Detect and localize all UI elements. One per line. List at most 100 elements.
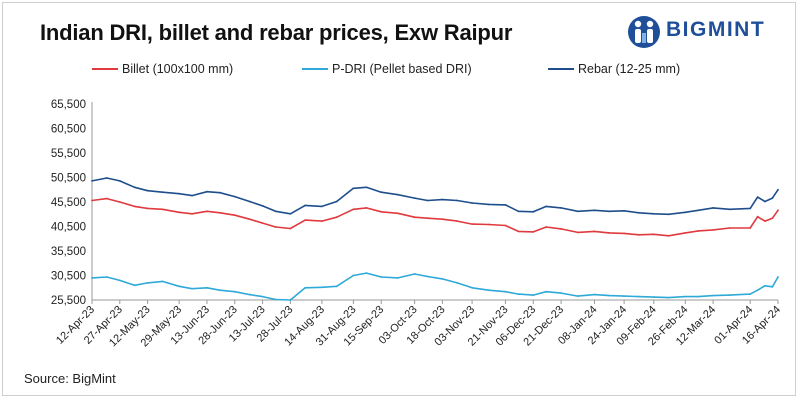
series-point-2 <box>576 210 579 213</box>
series-point-0 <box>504 224 507 227</box>
series-point-2 <box>487 203 490 206</box>
series-point-0 <box>560 228 562 230</box>
y-tick-label: 50,500 <box>51 173 86 185</box>
series-point-1 <box>178 285 181 288</box>
series-point-2 <box>623 209 625 212</box>
series-point-1 <box>321 286 323 289</box>
series-point-1 <box>697 295 700 298</box>
series-point-0 <box>608 232 611 234</box>
series-point-0 <box>712 229 714 231</box>
series-point-0 <box>274 226 277 228</box>
series-point-1 <box>623 295 625 297</box>
series-point-0 <box>771 217 774 220</box>
series-point-2 <box>771 197 774 200</box>
series-point-2 <box>728 208 731 211</box>
series-point-1 <box>576 295 579 297</box>
series-point-1 <box>532 294 535 296</box>
legend-swatch-rebar <box>548 68 574 70</box>
series-point-1 <box>517 293 520 295</box>
legend-item-billet: Billet (100x100 mm) <box>92 62 233 76</box>
series-point-1 <box>487 289 490 292</box>
series-point-2 <box>652 212 655 215</box>
series-point-1 <box>380 276 383 278</box>
series-point-2 <box>105 177 108 179</box>
series-point-1 <box>352 274 355 277</box>
series-point-1 <box>608 294 611 297</box>
series-point-0 <box>728 227 731 229</box>
series-point-1 <box>593 293 596 296</box>
series-point-2 <box>413 197 416 200</box>
series-point-0 <box>545 226 548 228</box>
series-point-0 <box>352 208 355 211</box>
series-point-1 <box>560 292 562 294</box>
y-tick-label: 30,500 <box>51 271 86 283</box>
series-point-0 <box>623 232 625 235</box>
series-point-1 <box>504 290 507 293</box>
series-line-0 <box>91 197 779 237</box>
chart-title: Indian DRI, billet and rebar prices, Exw… <box>40 20 513 45</box>
series-point-2 <box>161 191 164 194</box>
series-point-0 <box>191 212 194 215</box>
series-point-1 <box>146 282 149 284</box>
series-point-2 <box>764 200 766 203</box>
series-point-2 <box>667 213 670 216</box>
legend-label-rebar: Rebar (12-25 mm) <box>578 62 681 76</box>
series-point-1 <box>248 293 251 296</box>
series-point-0 <box>105 197 108 200</box>
series-point-0 <box>233 214 236 217</box>
series-point-2 <box>233 195 236 198</box>
brand-logo: BIGMINT <box>626 14 786 50</box>
series-point-2 <box>380 191 383 194</box>
series-point-0 <box>593 230 596 233</box>
series-point-1 <box>471 286 473 289</box>
series-point-0 <box>576 231 579 234</box>
series-point-0 <box>638 233 640 236</box>
series-point-1 <box>413 273 416 275</box>
series-point-2 <box>219 191 221 194</box>
series-point-2 <box>206 190 208 193</box>
series-point-2 <box>261 205 264 207</box>
series-point-0 <box>261 222 264 225</box>
series-point-1 <box>304 286 307 289</box>
series-point-0 <box>219 211 221 214</box>
series-point-1 <box>652 296 655 298</box>
series-point-1 <box>712 294 714 297</box>
series-point-0 <box>756 215 759 218</box>
series-point-2 <box>397 193 399 196</box>
series-point-1 <box>397 277 399 279</box>
series-point-0 <box>397 212 399 215</box>
y-tick-label: 40,500 <box>51 222 86 234</box>
series-point-2 <box>441 198 444 201</box>
series-point-0 <box>667 234 670 237</box>
series-point-2 <box>352 187 355 190</box>
legend-label-billet: Billet (100x100 mm) <box>122 62 234 76</box>
series-point-1 <box>764 284 766 287</box>
y-tick-label: 25,500 <box>51 295 86 307</box>
series-point-1 <box>684 295 687 298</box>
series-point-0 <box>456 220 459 223</box>
series-point-2 <box>304 204 307 207</box>
series-point-2 <box>91 180 93 182</box>
series-point-0 <box>91 199 93 202</box>
y-tick-label: 65,500 <box>51 99 86 111</box>
series-point-1 <box>133 284 136 287</box>
series-point-0 <box>178 211 181 214</box>
series-point-2 <box>560 207 562 209</box>
series-point-0 <box>133 205 136 208</box>
series-point-1 <box>771 285 774 288</box>
series-point-2 <box>274 210 277 213</box>
series-point-0 <box>335 216 338 219</box>
y-tick-label: 60,500 <box>51 124 86 136</box>
series-point-1 <box>233 290 236 293</box>
series-point-0 <box>441 218 444 221</box>
chart-frame <box>2 2 796 396</box>
brand-name: BIGMINT <box>666 18 766 41</box>
series-point-2 <box>456 199 459 202</box>
series-point-1 <box>161 280 164 283</box>
series-point-1 <box>426 275 429 278</box>
series-point-2 <box>504 204 507 206</box>
series-point-2 <box>712 207 714 209</box>
series-point-0 <box>206 210 208 213</box>
series-point-1 <box>91 277 93 279</box>
